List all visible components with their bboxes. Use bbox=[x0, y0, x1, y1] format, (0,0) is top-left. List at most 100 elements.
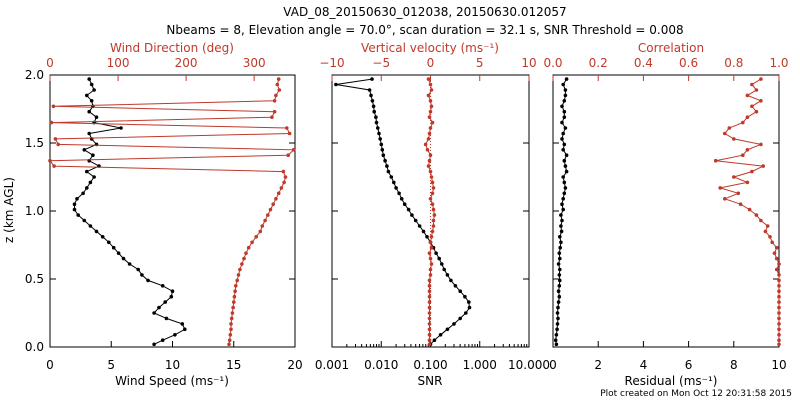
bottom-tick-label: 15 bbox=[226, 358, 241, 372]
residual-point bbox=[560, 218, 564, 223]
snr-point bbox=[392, 180, 396, 185]
wind-speed-point bbox=[111, 245, 116, 250]
correlation-point bbox=[777, 284, 781, 288]
top-tick-label: 100 bbox=[107, 56, 130, 70]
residual-line bbox=[555, 78, 568, 345]
snr-point bbox=[463, 294, 467, 299]
vertical-velocity-point bbox=[427, 115, 432, 119]
snr-point bbox=[410, 213, 414, 217]
correlation-point bbox=[718, 186, 722, 190]
snr-point bbox=[369, 93, 373, 98]
snr-point bbox=[464, 311, 468, 315]
residual-point bbox=[554, 342, 559, 347]
vertical-velocity-point bbox=[427, 305, 432, 310]
wind-direction-point bbox=[229, 316, 234, 321]
vertical-velocity-point bbox=[431, 207, 436, 212]
snr-point bbox=[434, 251, 438, 255]
wind-direction-point bbox=[266, 213, 270, 217]
snr-point bbox=[467, 300, 471, 304]
top-tick-label: 0 bbox=[46, 56, 54, 70]
vertical-velocity-point bbox=[426, 93, 431, 98]
wind-speed-point bbox=[94, 229, 99, 234]
residual-point bbox=[562, 142, 567, 147]
wind-speed-point bbox=[163, 300, 167, 304]
correlation-point bbox=[765, 224, 770, 228]
wind-direction-point bbox=[230, 311, 235, 315]
snr-point bbox=[453, 284, 458, 288]
residual-point bbox=[556, 289, 561, 294]
wind-direction-point bbox=[240, 262, 244, 266]
vertical-velocity-point bbox=[429, 262, 434, 266]
wind-direction-point bbox=[260, 224, 265, 228]
bottom-tick-label: 4 bbox=[640, 358, 648, 372]
bottom-tick-label: 20 bbox=[287, 358, 302, 372]
residual-axis-label: Residual (ms⁻¹) bbox=[625, 374, 718, 388]
correlation-point bbox=[777, 311, 781, 315]
snr-point bbox=[371, 104, 376, 109]
wind-direction-point bbox=[228, 333, 233, 337]
correlation-point bbox=[770, 240, 774, 245]
snr-point bbox=[440, 262, 444, 266]
correlation-point bbox=[761, 164, 765, 168]
snr-point bbox=[399, 197, 404, 201]
correlation-axis-label: Correlation bbox=[638, 41, 704, 55]
residual-point bbox=[559, 224, 563, 228]
vertical-velocity-point bbox=[426, 77, 431, 81]
residual-point bbox=[563, 88, 568, 92]
residual-point bbox=[559, 229, 564, 234]
snr-point bbox=[458, 289, 463, 294]
bottom-tick-label: 0 bbox=[46, 358, 54, 372]
wind-direction-point bbox=[48, 158, 52, 163]
wind-speed-point bbox=[82, 218, 87, 223]
residual-point bbox=[562, 115, 567, 119]
vertical-velocity-point bbox=[429, 175, 434, 179]
snr-point bbox=[442, 267, 447, 272]
residual-point bbox=[559, 213, 563, 217]
wind-speed-point bbox=[75, 197, 79, 201]
vertical-velocity-point bbox=[426, 164, 431, 168]
snr-point bbox=[413, 218, 418, 223]
residual-point bbox=[558, 235, 562, 239]
residual-point bbox=[564, 169, 569, 174]
vertical-velocity-point bbox=[427, 300, 432, 304]
correlation-point bbox=[738, 202, 743, 206]
wind-direction-point bbox=[271, 202, 276, 206]
snr-point bbox=[432, 338, 437, 343]
correlation-point bbox=[759, 77, 763, 81]
bottom-tick-label: 0.100 bbox=[413, 358, 447, 372]
wind-direction-point bbox=[235, 278, 239, 283]
top-tick-label: 10 bbox=[521, 56, 536, 70]
correlation-point bbox=[754, 109, 759, 114]
residual-point bbox=[564, 77, 569, 81]
wind-direction-point bbox=[268, 207, 273, 212]
vertical-velocity-point bbox=[428, 197, 433, 201]
bottom-tick-label: 10.000 bbox=[508, 358, 550, 372]
snr-point bbox=[438, 333, 443, 337]
snr-point bbox=[383, 158, 387, 163]
top-tick-label: 1.0 bbox=[769, 56, 788, 70]
vertical-velocity-point bbox=[431, 186, 436, 190]
title-line-1: VAD_08_20150630_012038, 20150630.012057 bbox=[283, 5, 566, 19]
snr-point bbox=[445, 327, 450, 332]
correlation-point bbox=[732, 137, 736, 141]
vertical-velocity-point bbox=[429, 88, 434, 92]
bottom-tick-label: 0.001 bbox=[315, 358, 349, 372]
residual-point bbox=[563, 186, 568, 190]
correlation-point bbox=[750, 82, 754, 87]
snr-point bbox=[370, 99, 375, 103]
correlation-point bbox=[777, 289, 781, 294]
vertical-velocity-point bbox=[431, 218, 436, 223]
bottom-tick-label: 2 bbox=[594, 358, 602, 372]
vertical-velocity-point bbox=[430, 202, 435, 206]
snr-point bbox=[367, 88, 372, 92]
wind-direction-point bbox=[49, 120, 54, 125]
wind-speed-point bbox=[87, 109, 91, 114]
vertical-velocity-point bbox=[428, 109, 433, 114]
top-tick-label: −10 bbox=[319, 56, 344, 70]
residual-point bbox=[562, 180, 567, 185]
wind-speed-point bbox=[87, 77, 91, 81]
wind-direction-point bbox=[232, 300, 236, 304]
top-tick-label: 0.4 bbox=[634, 56, 653, 70]
wind-speed-point bbox=[89, 82, 94, 87]
residual-point bbox=[554, 333, 559, 337]
